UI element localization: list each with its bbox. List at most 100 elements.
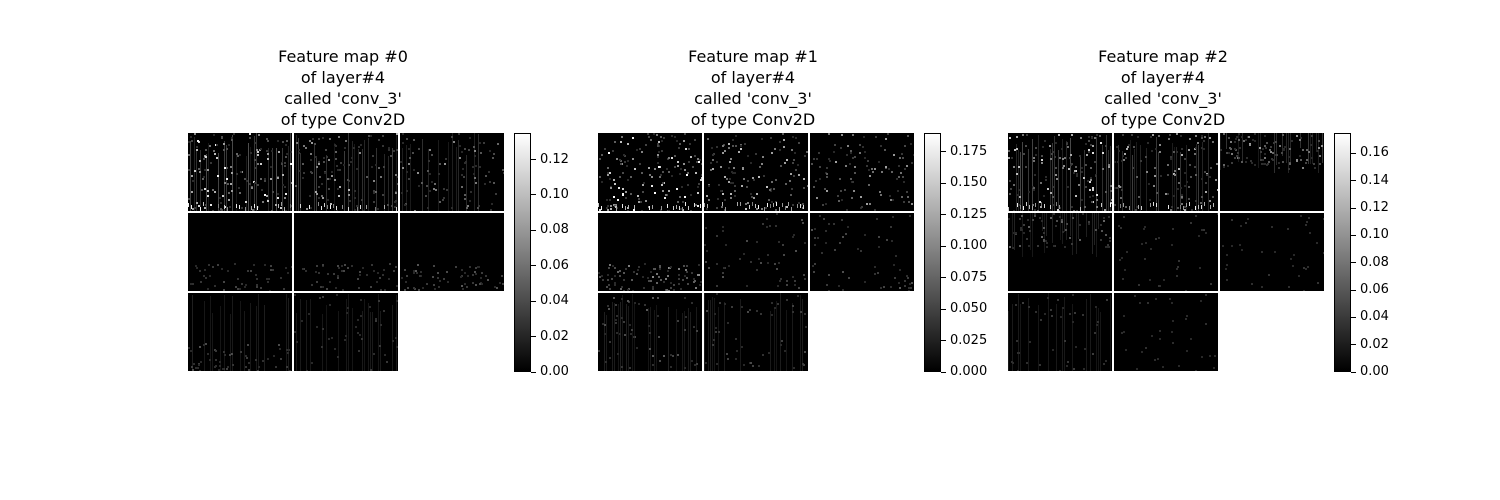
activation-pixel	[1141, 351, 1143, 353]
activation-stripe	[204, 301, 205, 371]
activation-pixel	[1213, 367, 1215, 369]
activation-pixel	[762, 223, 764, 225]
activation-pixel	[1103, 217, 1105, 219]
activation-stripe	[466, 155, 467, 211]
activation-pixel	[800, 311, 802, 313]
activation-pixel	[1288, 156, 1290, 158]
activation-pixel	[417, 172, 419, 174]
activation-pixel	[1237, 152, 1239, 154]
activation-pixel	[359, 334, 361, 336]
activation-pixel	[750, 193, 752, 195]
activation-pixel	[1269, 149, 1271, 151]
activation-pixel	[1076, 173, 1078, 175]
activation-pixel	[747, 311, 749, 313]
activation-pixel	[404, 269, 406, 271]
activation-pixel	[249, 183, 251, 185]
tile-background	[188, 213, 292, 291]
activation-pixel	[1184, 206, 1186, 208]
activation-pixel	[1110, 190, 1112, 192]
activation-pixel	[1049, 145, 1051, 147]
activation-pixel	[652, 288, 654, 290]
activation-pixel	[1015, 232, 1017, 234]
activation-pixel	[680, 288, 682, 290]
activation-pixel	[296, 142, 298, 144]
activation-pixel	[622, 194, 624, 196]
activation-pixel	[319, 297, 321, 299]
activation-stripe	[1208, 133, 1209, 211]
activation-pixel	[278, 204, 279, 208]
activation-pixel	[904, 285, 906, 287]
activation-pixel	[1240, 225, 1242, 227]
activation-pixel	[668, 171, 670, 173]
activation-pixel	[1011, 157, 1013, 159]
tile-heatmap	[400, 213, 504, 291]
activation-pixel	[1210, 167, 1212, 169]
activation-pixel	[623, 290, 625, 291]
activation-pixel	[1009, 137, 1011, 139]
activation-pixel	[1205, 323, 1207, 325]
activation-pixel	[415, 270, 417, 272]
activation-pixel	[1306, 159, 1308, 161]
activation-pixel	[1149, 199, 1151, 201]
activation-pixel	[1205, 232, 1207, 234]
activation-pixel	[487, 279, 489, 281]
activation-pixel	[1108, 164, 1110, 166]
activation-pixel	[1189, 138, 1191, 140]
activation-pixel	[1201, 137, 1203, 139]
activation-pixel	[617, 271, 619, 273]
activation-pixel	[488, 171, 490, 173]
activation-pixel	[696, 330, 698, 332]
activation-pixel	[1114, 204, 1116, 206]
activation-pixel	[377, 272, 379, 274]
activation-pixel	[1078, 184, 1080, 186]
activation-pixel	[804, 278, 806, 280]
activation-pixel	[1178, 260, 1180, 262]
activation-pixel	[427, 170, 429, 172]
activation-pixel	[825, 242, 827, 244]
activation-pixel	[433, 265, 435, 267]
activation-pixel	[620, 288, 622, 290]
activation-stripe	[1276, 133, 1277, 165]
activation-pixel	[1068, 168, 1070, 170]
activation-stripe	[326, 155, 327, 211]
activation-pixel	[633, 336, 635, 338]
activation-pixel	[1163, 279, 1165, 281]
activation-pixel	[786, 280, 788, 282]
activation-pixel	[756, 310, 758, 312]
activation-pixel	[1050, 217, 1052, 219]
activation-pixel	[628, 205, 629, 209]
activation-stripe	[338, 311, 339, 371]
activation-pixel	[1071, 134, 1073, 136]
activation-pixel	[648, 325, 650, 327]
activation-pixel	[708, 267, 710, 269]
activation-pixel	[613, 297, 615, 299]
activation-pixel	[601, 206, 602, 210]
activation-pixel	[667, 270, 669, 272]
activation-pixel	[346, 312, 348, 314]
feature-map-tile	[188, 133, 292, 211]
activation-pixel	[642, 276, 644, 278]
activation-pixel	[340, 162, 342, 164]
activation-pixel	[712, 344, 714, 346]
activation-pixel	[696, 363, 698, 365]
activation-pixel	[1059, 157, 1061, 159]
activation-pixel	[720, 190, 722, 192]
activation-pixel	[722, 145, 724, 147]
activation-pixel	[1121, 186, 1123, 188]
activation-pixel	[1108, 246, 1110, 248]
activation-pixel	[220, 208, 222, 210]
activation-pixel	[1082, 213, 1084, 215]
activation-pixel	[1276, 154, 1278, 156]
activation-pixel	[1102, 168, 1104, 170]
feature-map-tile	[1114, 133, 1218, 211]
activation-stripe	[272, 148, 273, 211]
activation-pixel	[784, 162, 786, 164]
activation-pixel	[731, 171, 733, 173]
activation-pixel	[786, 299, 788, 301]
activation-pixel	[885, 166, 887, 168]
chart-title-line: of layer#4	[300, 68, 386, 87]
activation-pixel	[1212, 196, 1214, 198]
activation-pixel	[226, 167, 228, 169]
tile-background	[704, 133, 808, 211]
activation-pixel	[1243, 140, 1245, 142]
